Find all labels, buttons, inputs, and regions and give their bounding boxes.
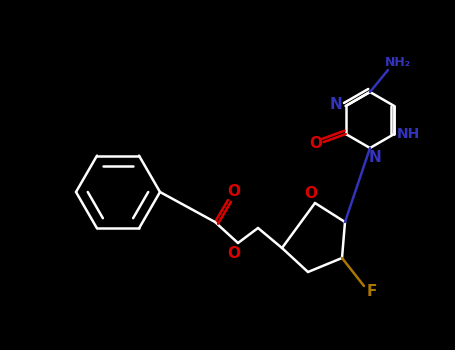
Text: O: O [304, 186, 318, 201]
Text: N: N [369, 150, 381, 166]
Text: O: O [309, 136, 322, 152]
Text: O: O [228, 184, 241, 200]
Text: F: F [367, 284, 377, 299]
Text: O: O [228, 245, 241, 260]
Text: N: N [329, 97, 342, 112]
Text: NH: NH [397, 127, 420, 141]
Text: NH₂: NH₂ [385, 56, 411, 69]
